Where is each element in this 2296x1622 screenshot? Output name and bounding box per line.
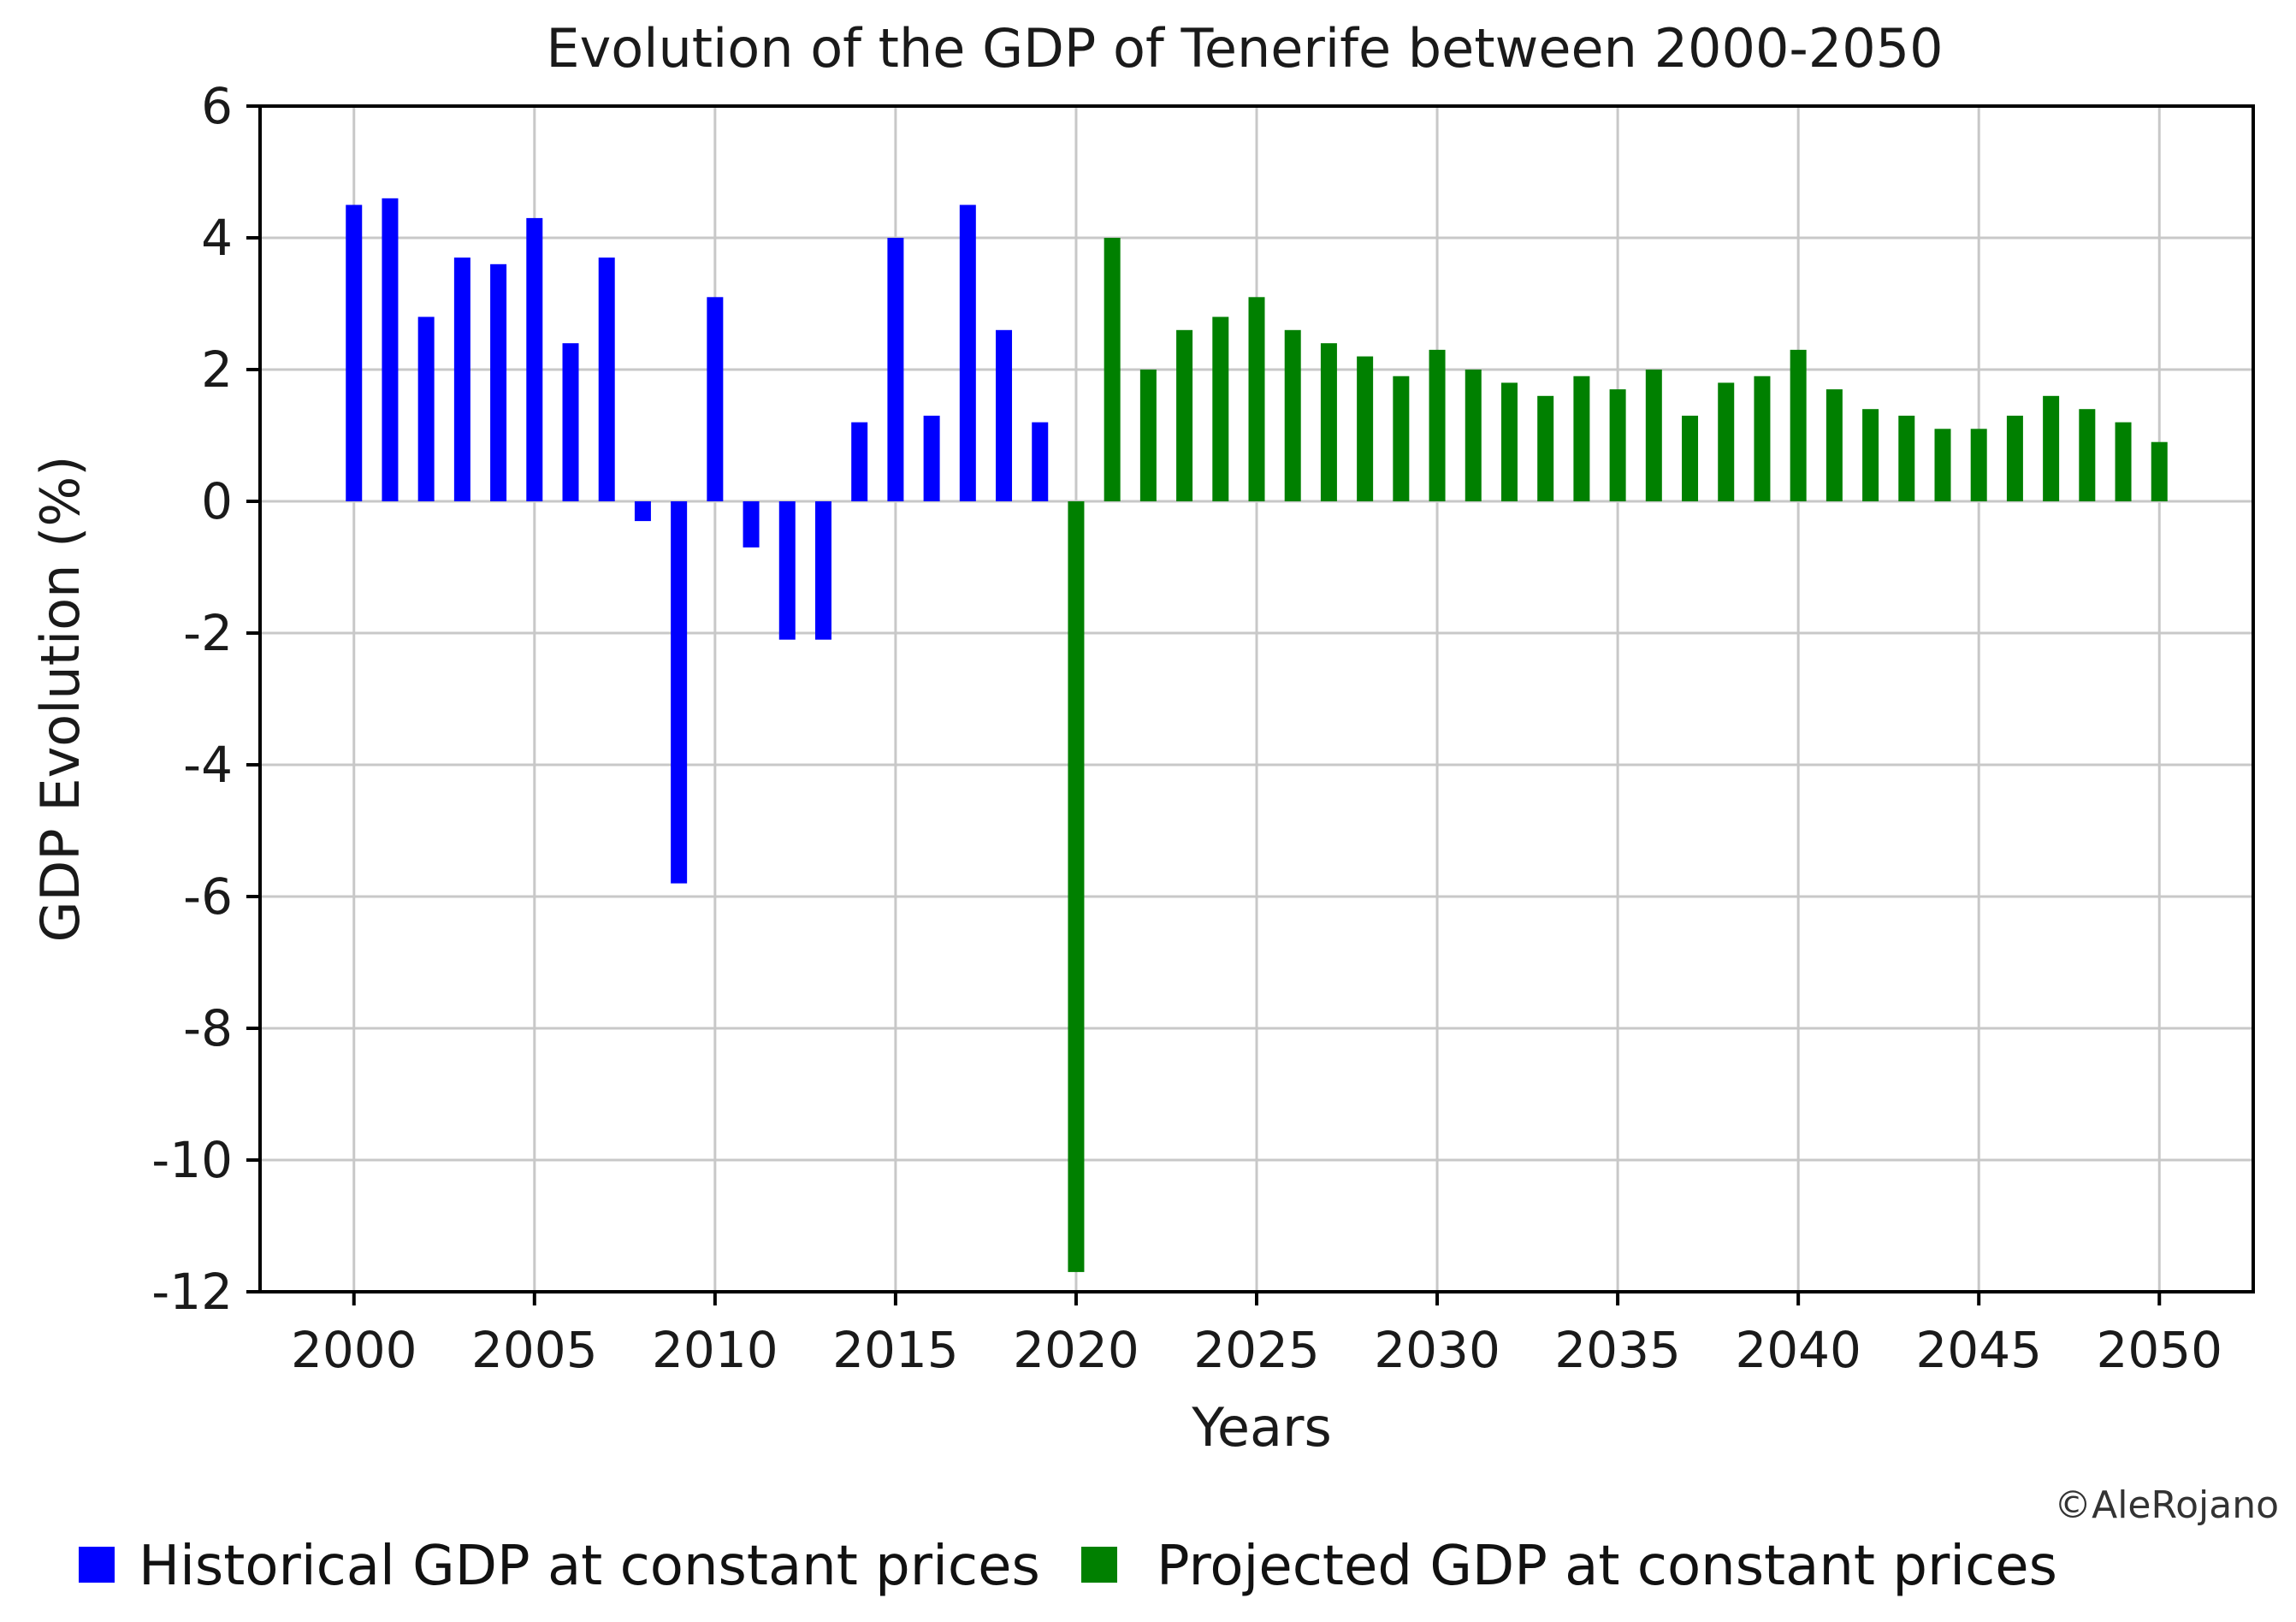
x-tick-label: 2040 — [1735, 1321, 1861, 1379]
legend-swatch-projected — [1081, 1547, 1117, 1583]
bar-historical-2015 — [887, 238, 904, 501]
chart-title: Evolution of the GDP of Tenerife between… — [546, 17, 1943, 80]
bar-projected-2036 — [1645, 370, 1662, 501]
bar-projected-2027 — [1320, 343, 1337, 501]
y-tick-label: -10 — [151, 1131, 233, 1189]
bar-projected-2020 — [1068, 501, 1085, 1272]
y-tick-label: 6 — [201, 77, 233, 135]
y-tick-label: -12 — [151, 1263, 233, 1321]
y-tick-label: -6 — [183, 867, 233, 926]
y-tick-label: -2 — [183, 604, 233, 662]
bar-projected-2045 — [1970, 429, 1987, 501]
bar-historical-2008 — [634, 501, 651, 522]
y-tick-label: 0 — [201, 472, 233, 530]
bar-historical-2007 — [598, 258, 615, 501]
bars — [346, 198, 2168, 1272]
bar-projected-2024 — [1212, 317, 1229, 501]
bar-historical-2006 — [562, 343, 579, 501]
bar-projected-2048 — [2079, 409, 2096, 501]
bar-projected-2023 — [1176, 329, 1193, 501]
bar-historical-2017 — [959, 204, 976, 501]
bar-projected-2037 — [1682, 415, 1699, 501]
bar-projected-2028 — [1357, 356, 1374, 501]
bar-historical-2016 — [923, 415, 940, 501]
bar-projected-2047 — [2043, 395, 2060, 501]
bar-projected-2035 — [1609, 389, 1626, 501]
bar-historical-2005 — [526, 217, 543, 501]
x-tick-label: 2035 — [1554, 1321, 1681, 1379]
x-tick-label: 2025 — [1193, 1321, 1320, 1379]
y-tick-label: -4 — [183, 736, 233, 794]
bar-projected-2026 — [1284, 329, 1301, 501]
bar-projected-2041 — [1826, 389, 1843, 501]
y-tick-label: 4 — [201, 209, 233, 267]
x-tick-label: 2050 — [2096, 1321, 2222, 1379]
bar-historical-2003 — [453, 258, 470, 501]
bar-historical-2011 — [743, 501, 760, 548]
bar-projected-2031 — [1465, 370, 1482, 501]
x-tick-label: 2020 — [1013, 1321, 1139, 1379]
legend-label-projected: Projected GDP at constant prices — [1157, 1535, 2057, 1598]
x-axis-ticks: 2000 2005 2010 2015 2020 2025 2030 2035 2040 2045… — [291, 1292, 2222, 1379]
x-tick-label: 2000 — [291, 1321, 417, 1379]
x-tick-label: 2010 — [652, 1321, 778, 1379]
bar-projected-2044 — [1934, 429, 1951, 501]
y-tick-label: 2 — [201, 340, 233, 399]
bar-projected-2029 — [1393, 376, 1410, 501]
x-tick-label: 2015 — [832, 1321, 959, 1379]
legend: Historical GDP at constant prices Projec… — [79, 1535, 2057, 1598]
bar-historical-2014 — [851, 422, 868, 501]
bar-historical-2013 — [814, 501, 831, 640]
bar-projected-2033 — [1537, 395, 1554, 501]
x-tick-label: 2030 — [1374, 1321, 1500, 1379]
bar-historical-2004 — [490, 263, 507, 501]
x-tick-label: 2005 — [471, 1321, 598, 1379]
credit-text: ©AleRojano — [2054, 1483, 2279, 1527]
bar-historical-2012 — [778, 501, 796, 640]
bar-projected-2021 — [1104, 238, 1121, 501]
bar-projected-2022 — [1139, 370, 1157, 501]
grid — [260, 104, 2253, 1293]
bar-projected-2042 — [1862, 409, 1879, 501]
legend-label-historical: Historical GDP at constant prices — [139, 1535, 1040, 1598]
bar-projected-2032 — [1500, 382, 1518, 501]
bar-historical-2000 — [346, 204, 363, 501]
y-tick-label: -8 — [183, 999, 233, 1057]
bar-projected-2049 — [2115, 422, 2132, 501]
bar-projected-2030 — [1429, 349, 1446, 501]
bar-projected-2038 — [1718, 382, 1735, 501]
bar-projected-2039 — [1754, 376, 1771, 501]
bar-projected-2025 — [1248, 297, 1265, 501]
bar-projected-2046 — [2006, 415, 2023, 501]
y-axis-ticks: 6 4 2 0 -2 -4 -6 -8 -10 -12 — [151, 77, 260, 1321]
legend-swatch-historical — [79, 1547, 115, 1583]
x-tick-label: 2045 — [1915, 1321, 2042, 1379]
bar-historical-2010 — [707, 297, 724, 501]
bar-projected-2043 — [1898, 415, 1915, 501]
bar-historical-2018 — [996, 329, 1013, 501]
bar-projected-2034 — [1573, 376, 1590, 501]
bar-historical-2009 — [671, 501, 688, 884]
bar-historical-2019 — [1032, 422, 1049, 501]
bar-historical-2002 — [417, 317, 435, 501]
y-axis-label: GDP Evolution (%) — [29, 456, 92, 943]
x-axis-label: Years — [1191, 1396, 1332, 1459]
bar-projected-2040 — [1790, 349, 1807, 501]
bar-historical-2001 — [382, 198, 399, 502]
bar-projected-2050 — [2151, 441, 2168, 501]
